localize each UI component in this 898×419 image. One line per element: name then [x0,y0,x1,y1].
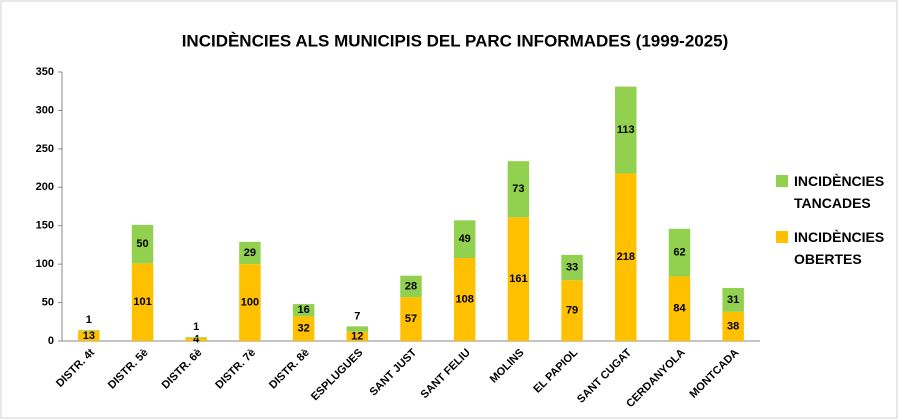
chart-title: INCIDÈNCIES ALS MUNICIPIS DEL PARC INFOR… [182,31,729,50]
bar-segment [292,316,315,341]
bar-segment [185,337,207,341]
data-label: 57 [405,313,417,325]
bar-segment [292,304,315,317]
data-label: 73 [512,183,524,195]
legend-swatch [776,231,788,243]
x-tick-label: DISTR. 4t [54,346,97,389]
bar-segment [615,173,637,341]
data-label: 28 [405,280,417,292]
x-tick-label: DISTR. 7è [213,347,258,392]
bar-segment [346,331,369,341]
data-label: 101 [133,296,151,308]
data-label: 33 [566,262,578,274]
bar-segment [668,276,691,341]
bar-segment [400,275,422,298]
data-label: 49 [459,233,471,245]
bar-segment [615,86,637,174]
data-label: 113 [617,124,635,136]
bar-segment [561,280,583,341]
y-tick-label: 0 [48,335,54,347]
bar-segment [400,297,422,341]
data-label: 7 [354,310,360,322]
data-label: 4 [193,333,200,345]
bar-segment [78,331,100,341]
bar-segment [507,161,530,218]
x-tick-label: ESPLUGUES [309,347,365,403]
y-tick-label: 250 [36,143,54,155]
bar-segment [78,330,100,332]
x-tick-label: SANT CUGAT [575,346,634,405]
x-tick-label: SANT JUST [367,346,419,398]
y-tick-label: 200 [36,181,54,193]
x-tick-label: DISTR. 5è [106,347,151,392]
x-tick-label: CERDANYOLA [624,347,687,410]
bar-segment [185,337,207,338]
data-label: 16 [297,304,309,316]
y-tick-label: 100 [36,258,54,270]
data-label: 100 [241,296,259,308]
data-label: 62 [673,247,685,259]
data-label: 79 [566,305,578,317]
data-label: 1 [86,314,92,326]
data-label: 12 [351,330,363,342]
x-tick-label: MOLINS [488,347,527,386]
bar-segment [453,220,476,258]
data-label: 13 [83,330,95,342]
data-label: 108 [456,293,474,305]
legend-label: INCIDÈNCIES OBERTES [794,229,885,267]
bar-segment [239,241,261,265]
data-label: 31 [727,294,739,306]
bar-segment [346,326,369,332]
x-tick-label: DISTR. 8è [267,347,312,392]
bar-segment [453,257,476,341]
data-label: 29 [244,247,256,259]
legend-swatch [776,175,788,187]
x-tick-label: MONTCADA [687,347,741,401]
data-label: 161 [509,273,527,285]
bar-segment [668,228,691,277]
data-label: 1 [193,321,199,333]
y-tick-label: 300 [36,104,54,116]
x-tick-label: SANT FELIU [419,347,473,401]
data-label: 50 [136,238,148,250]
y-tick-label: 350 [36,66,54,78]
y-tick-label: 50 [42,296,54,308]
bar-segment [507,217,530,341]
data-label: 218 [617,251,635,263]
legend-label: INCIDÈNCIES TANCADES [794,173,885,211]
x-tick-label: DISTR. 6è [160,347,205,392]
bar-segment [239,264,261,341]
bar-segment [561,254,583,281]
bar-segment [722,311,744,341]
data-label: 38 [727,320,739,332]
bar-segment [131,263,154,341]
x-tick-label: EL PAPIOL [531,346,580,395]
bar-segment [722,287,744,312]
y-tick-label: 150 [36,220,54,232]
data-label: 32 [297,323,309,335]
bar-segment [131,224,154,264]
data-label: 84 [673,303,686,315]
